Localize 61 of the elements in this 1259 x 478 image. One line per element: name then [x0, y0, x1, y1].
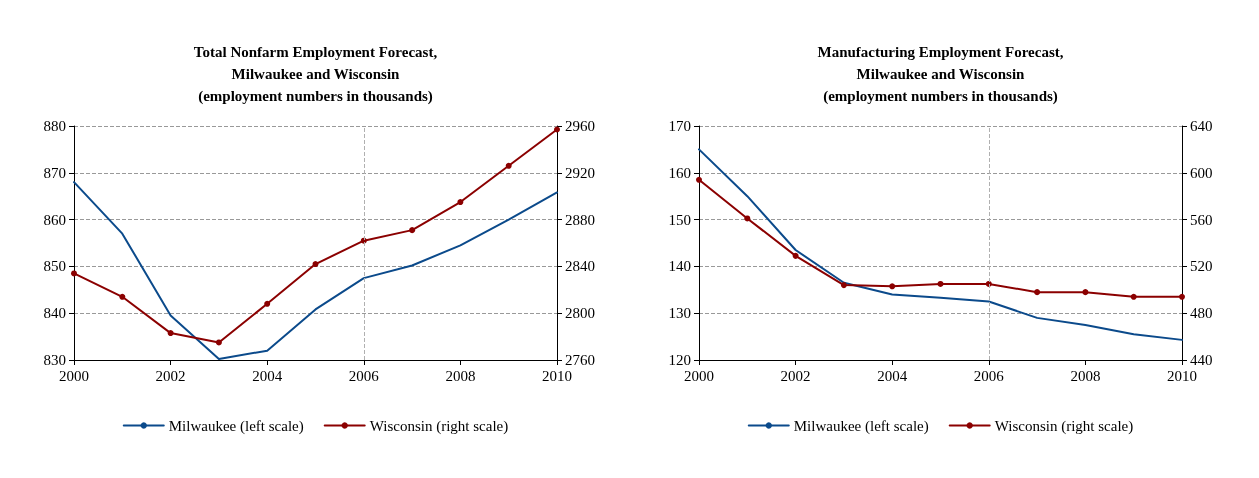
- y-tick-label: 860: [43, 211, 66, 228]
- point: [215, 339, 222, 346]
- point: [457, 199, 464, 206]
- point: [889, 283, 896, 290]
- y2-tick-label: 2960: [565, 118, 595, 134]
- point: [167, 330, 174, 337]
- y-tick-label: 120: [668, 352, 691, 368]
- point: [1130, 293, 1137, 300]
- point: [312, 261, 319, 268]
- y2-tick-label: 2840: [565, 258, 595, 275]
- point: [409, 227, 416, 234]
- y2-tick-label: 480: [1190, 305, 1213, 322]
- point: [264, 300, 271, 307]
- y2-tick-label: 560: [1190, 211, 1213, 228]
- point: [1179, 293, 1185, 300]
- y-tick-label: 130: [668, 305, 691, 322]
- chart-title: Total Nonfarm Employment Forecast, Milwaukee and Wisconsin (employment numbers in thousands): [193, 44, 438, 105]
- x-tick-label: 2010: [542, 367, 572, 384]
- point: [505, 162, 512, 169]
- y-tick-label: 880: [43, 118, 66, 134]
- y-tick-label: 150: [668, 211, 691, 228]
- x-tick-label: 2000: [684, 367, 714, 384]
- point: [71, 270, 77, 277]
- point: [937, 280, 944, 287]
- legend-label: Milwaukee (left scale): [168, 417, 304, 435]
- x-tick-label: 2006: [973, 367, 1005, 384]
- y2-tick-label: 520: [1190, 258, 1213, 275]
- y-tick-label: 160: [668, 164, 691, 181]
- legend-label: Milwaukee (left scale): [793, 417, 929, 435]
- x-tick-label: 2002: [780, 367, 811, 384]
- point: [696, 176, 702, 183]
- y2-tick-label: 2920: [565, 164, 595, 181]
- y-tick-label: 870: [43, 164, 66, 181]
- x-tick-label: 2000: [59, 367, 89, 384]
- y-tick-label: 140: [668, 258, 691, 275]
- x-tick-label: 2004: [877, 367, 908, 384]
- y-tick-label: 850: [43, 258, 66, 275]
- legend-label: Wisconsin (right scale): [369, 417, 509, 435]
- point: [1034, 289, 1041, 296]
- point: [119, 293, 126, 300]
- x-tick-label: 2008: [445, 367, 476, 384]
- line-series: [698, 148, 1183, 341]
- y2-tick-label: 2880: [565, 211, 595, 228]
- point: [840, 282, 847, 289]
- point: [1082, 289, 1089, 296]
- legend-label: Wisconsin (right scale): [994, 417, 1134, 435]
- chart-title: Manufacturing Employment Forecast, Milwaukee and Wisconsin (employment numbers in thousands): [817, 44, 1064, 105]
- x-tick-label: 2002: [155, 367, 186, 384]
- x-tick-label: 2008: [1070, 367, 1101, 384]
- x-tick-label: 2006: [348, 367, 380, 384]
- y2-tick-label: 2800: [565, 305, 595, 322]
- point: [792, 252, 799, 259]
- y2-tick-label: 640: [1190, 118, 1213, 134]
- y2-tick-label: 600: [1190, 164, 1213, 181]
- y2-tick-label: 2760: [565, 352, 595, 368]
- y-tick-label: 830: [43, 352, 66, 368]
- y2-tick-label: 440: [1190, 352, 1213, 368]
- x-tick-label: 2010: [1167, 367, 1197, 384]
- y-tick-label: 840: [43, 305, 66, 322]
- y-tick-label: 170: [668, 118, 691, 134]
- x-tick-label: 2004: [252, 367, 283, 384]
